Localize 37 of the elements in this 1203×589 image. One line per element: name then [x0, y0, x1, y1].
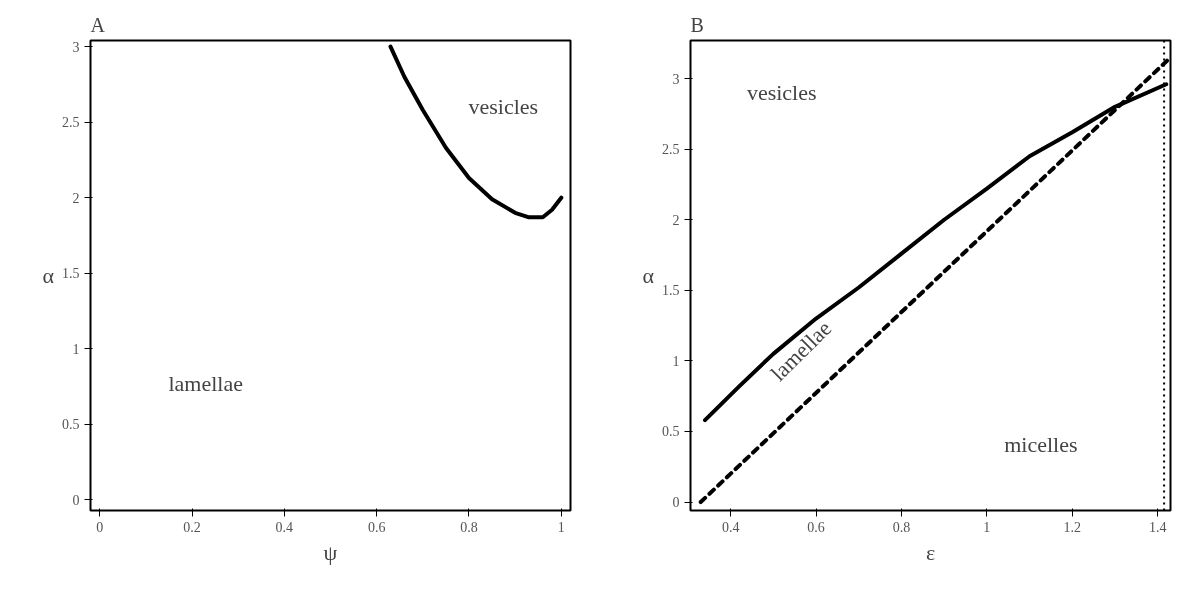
x-tick-label: 0.2 [183, 519, 201, 535]
x-tick-label: 1 [557, 519, 565, 535]
annotation: vesicles [468, 93, 539, 119]
chart-title: B [690, 13, 704, 36]
annotation: vesicles [746, 79, 817, 105]
y-tick-label: 0 [72, 492, 80, 508]
y-tick-label: 0 [672, 495, 680, 511]
y-tick-label: 1 [672, 353, 680, 369]
y-tick-label: 0.5 [662, 424, 680, 440]
x-tick-label: 0.4 [275, 519, 294, 535]
x-tick-label: 1.2 [1063, 519, 1082, 535]
x-axis-title: ε [925, 539, 936, 565]
annotation: micelles [1004, 432, 1078, 458]
chart-title: A [90, 13, 106, 36]
x-tick-label: 0.8 [892, 519, 911, 535]
x-tick-label: 0 [96, 519, 104, 535]
y-tick-label: 3 [672, 71, 680, 87]
x-tick-label: 0.8 [460, 519, 478, 535]
y-tick-label: 3 [72, 39, 80, 55]
y-tick-label: 2.5 [62, 115, 80, 131]
annotation: lamellae [168, 371, 243, 397]
x-tick-label: 0.6 [807, 519, 825, 535]
x-tick-label: 1 [983, 519, 991, 535]
y-tick-label: 1 [72, 341, 80, 357]
x-axis-title: ψ [323, 539, 338, 565]
y-tick-label: 1.5 [662, 283, 680, 299]
y-axis-title: α [42, 263, 55, 288]
line-series [388, 44, 564, 220]
y-tick-label: 0.5 [62, 417, 80, 433]
x-tick-label: 0.4 [721, 519, 740, 535]
y-tick-label: 2 [72, 190, 80, 206]
y-axis-title: α [642, 263, 655, 288]
y-tick-label: 2.5 [662, 142, 680, 158]
x-tick-label: 0.6 [367, 519, 386, 535]
y-tick-label: 2 [672, 212, 680, 228]
y-tick-label: 1.5 [62, 266, 80, 282]
x-tick-label: 1.4 [1148, 519, 1167, 535]
